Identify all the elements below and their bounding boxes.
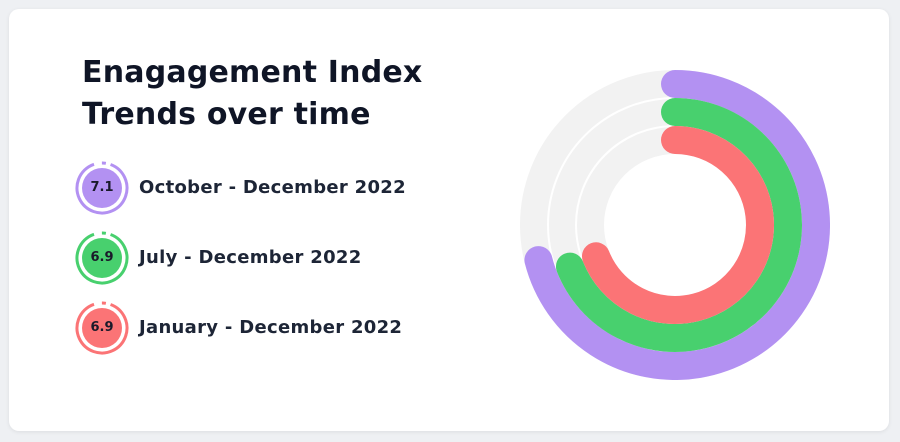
ring-bar-oct-dec <box>524 70 830 380</box>
legend-badge-jan-dec: 6.9 <box>74 300 130 356</box>
legend-badge-jul-dec: 6.9 <box>74 230 130 286</box>
legend-value-oct-dec: 7.1 <box>90 180 114 195</box>
legend-badge-oct-dec: 7.1 <box>74 160 130 216</box>
radial-bar-chart <box>520 70 830 380</box>
ring-bar-jan-dec <box>581 126 774 324</box>
chart-title-line-2: Trends over time <box>82 97 371 132</box>
legend-value-jan-dec: 6.9 <box>90 320 114 335</box>
chart-title-line-1: Enagagement Index <box>82 55 423 90</box>
legend-badge-ring-oct-dec <box>75 161 129 215</box>
legend-label-jul-dec: July - December 2022 <box>139 247 362 268</box>
legend-item-oct-dec: 7.1 October - December 2022 <box>74 160 434 216</box>
chart-title: Enagagement Index Trends over time <box>82 52 422 136</box>
legend-badge-ring-jul-dec <box>75 231 129 285</box>
legend-item-jul-dec: 6.9 July - December 2022 <box>74 230 434 286</box>
ring-bar-jul-dec <box>555 98 802 352</box>
legend-item-jan-dec: 6.9 January - December 2022 <box>74 300 434 356</box>
legend-label-jan-dec: January - December 2022 <box>139 317 403 338</box>
legend-value-jul-dec: 6.9 <box>90 250 114 265</box>
legend-badge-ring-jan-dec <box>75 301 129 355</box>
legend-label-oct-dec: October - December 2022 <box>139 177 406 198</box>
